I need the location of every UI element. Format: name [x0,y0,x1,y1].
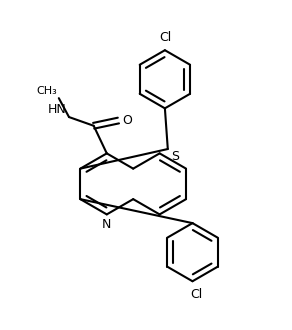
Text: O: O [122,114,132,127]
Text: S: S [171,150,179,163]
Text: Cl: Cl [159,31,171,44]
Text: Cl: Cl [191,288,203,301]
Text: CH₃: CH₃ [36,86,57,96]
Text: N: N [102,218,112,231]
Text: HN: HN [48,103,67,115]
